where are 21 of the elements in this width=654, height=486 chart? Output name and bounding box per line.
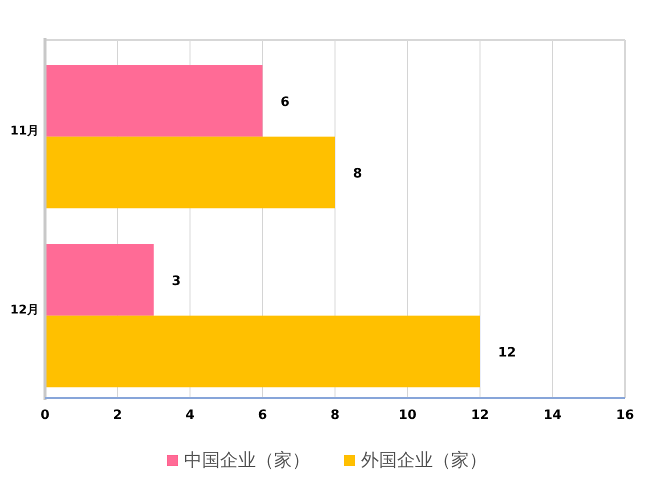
y-tick-label: 11月: [10, 124, 39, 138]
data-label: 12: [498, 345, 516, 360]
bar: [45, 65, 262, 137]
x-tick-label: 8: [330, 408, 340, 423]
legend-label: 中国企业（家）: [184, 450, 310, 471]
data-label: 3: [172, 274, 181, 289]
data-label: 8: [353, 166, 362, 182]
x-tick-label: 2: [112, 408, 122, 423]
x-tick-label: 6: [258, 408, 268, 423]
bar: [45, 244, 154, 316]
x-tick-label: 12: [470, 408, 490, 423]
data-label: 6: [280, 94, 290, 110]
bar: [45, 316, 480, 388]
x-tick-label: 14: [543, 408, 562, 423]
x-tick-label: 10: [398, 408, 417, 423]
x-tick-label: 0: [40, 408, 50, 423]
legend-label: 外国企业（家）: [361, 450, 487, 471]
bar: [45, 136, 335, 208]
x-tick-label: 4: [185, 408, 195, 423]
x-tick-label: 16: [616, 408, 634, 423]
y-tick-label: 12月: [10, 302, 39, 316]
